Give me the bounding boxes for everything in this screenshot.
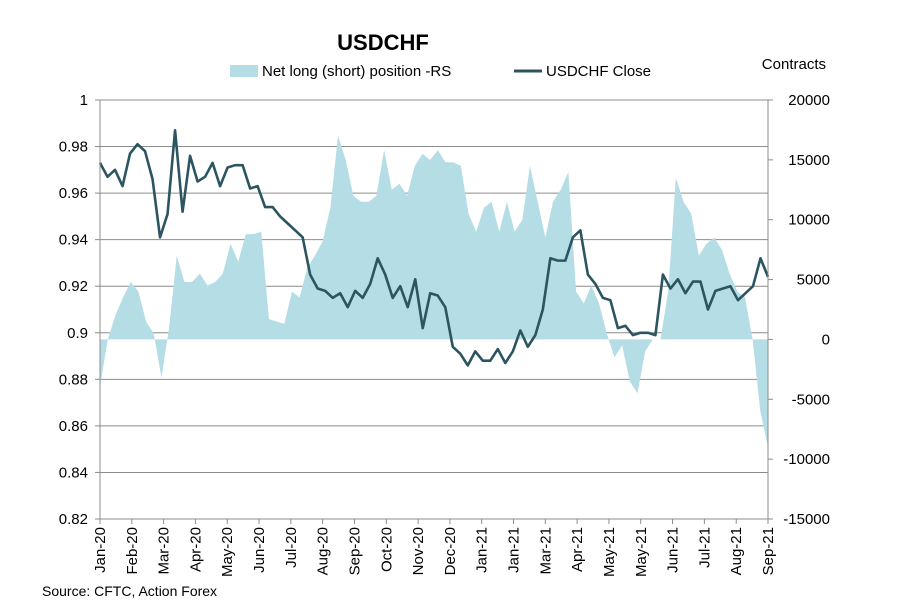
x-tick-label: Jan-20: [92, 527, 109, 573]
x-tick-label: Apr-20: [187, 527, 204, 572]
x-tick-label: Apr-21: [569, 527, 586, 572]
x-tick-label: Aug-21: [728, 527, 745, 575]
line-series: [98, 128, 770, 367]
x-tick-label: Mar-21: [537, 527, 554, 575]
left-tick-label: 0.84: [59, 464, 88, 481]
legend-area-label: Net long (short) position -RS: [262, 63, 451, 80]
x-tick-label: Mar-20: [156, 527, 173, 575]
left-tick-label: 0.92: [59, 278, 88, 295]
net-position-area: [100, 135, 768, 448]
left-tick-label: 0.9: [67, 325, 88, 342]
x-tick-label: Aug-20: [315, 527, 332, 575]
right-tick-label: -10000: [783, 451, 830, 468]
right-tick-label: 20000: [788, 92, 830, 109]
x-tick-label: Jan-21: [506, 527, 523, 573]
left-axis-ticks: 0.82 0.84 0.86 0.88 0.9 0.92 0.94 0.96 0.98 1: [59, 92, 100, 528]
x-tick-label: Jul-21: [696, 527, 713, 568]
axes: [99, 100, 769, 520]
right-tick-label: -5000: [792, 391, 830, 408]
x-tick-label: Sep-20: [346, 527, 363, 575]
legend-line-label: USDCHF Close: [546, 63, 651, 80]
x-axis-ticks: Jan-20 Feb-20 Mar-20 Apr-20 May-20 Jun-20 Jul-…: [92, 519, 777, 577]
right-tick-label: 15000: [788, 152, 830, 169]
right-axis-title: Contracts: [762, 56, 826, 73]
x-tick-label: Jul-20: [283, 527, 300, 568]
x-tick-label: Dec-20: [442, 527, 459, 575]
left-tick-label: 0.86: [59, 418, 88, 435]
legend-area-swatch: [230, 65, 258, 77]
left-tick-label: 0.88: [59, 371, 88, 388]
x-tick-label: Jan-21: [474, 527, 491, 573]
left-tick-label: 0.96: [59, 185, 88, 202]
left-tick-label: 1: [80, 92, 88, 109]
x-tick-label: May-21: [633, 527, 650, 577]
usdchf-close-line: [98, 128, 770, 367]
x-tick-label: Sep-21: [760, 527, 777, 575]
x-tick-label: Nov-20: [410, 527, 427, 575]
x-tick-label: Feb-20: [124, 527, 141, 575]
left-tick-label: 0.98: [59, 139, 88, 156]
x-tick-label: Jun-21: [665, 527, 682, 573]
chart-title: USDCHF: [337, 30, 429, 55]
right-axis-ticks: -15000 -10000 -5000 0 5000 10000 15000 20000: [768, 92, 830, 528]
legend: Net long (short) position -RS USDCHF Clo…: [230, 63, 651, 80]
x-tick-label: May-21: [601, 527, 618, 577]
x-tick-label: May-20: [219, 527, 236, 577]
source-note: Source: CFTC, Action Forex: [42, 583, 217, 599]
right-tick-label: 0: [822, 331, 830, 348]
x-tick-label: Jun-20: [251, 527, 268, 573]
left-tick-label: 0.82: [59, 511, 88, 528]
left-tick-label: 0.94: [59, 232, 88, 249]
right-tick-label: 5000: [797, 272, 830, 289]
x-tick-label: Oct-20: [378, 527, 395, 572]
right-tick-label: -15000: [783, 511, 830, 528]
area-series: [100, 135, 768, 448]
right-tick-label: 10000: [788, 212, 830, 229]
